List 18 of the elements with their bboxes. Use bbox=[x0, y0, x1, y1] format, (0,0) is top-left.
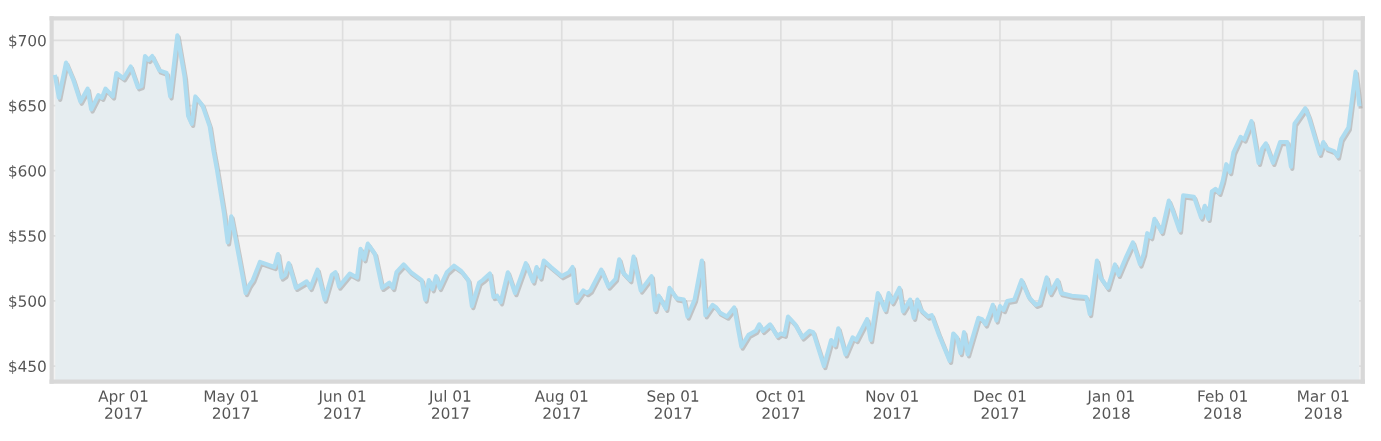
x-tick-label: Oct 01 2017 bbox=[756, 390, 805, 419]
y-tick-label: $700 bbox=[9, 34, 46, 49]
x-tick-label: Jul 01 2017 bbox=[428, 390, 471, 419]
y-tick-label: $550 bbox=[9, 230, 46, 244]
x-tick-label: Aug 01 2017 bbox=[534, 390, 588, 419]
y-tick-label: $600 bbox=[9, 164, 46, 179]
x-tick-label: Jun 01 2017 bbox=[317, 390, 366, 419]
y-tick-label: $450 bbox=[9, 360, 46, 375]
x-tick-label: Dec 01 2017 bbox=[974, 390, 1026, 419]
x-tick-label: Sep 01 2017 bbox=[647, 390, 699, 419]
x-tick-label: May 01 2017 bbox=[204, 390, 258, 419]
y-tick-label: $650 bbox=[9, 99, 46, 114]
x-tick-label: Feb 01 2018 bbox=[1198, 390, 1247, 419]
x-tick-label: Nov 01 2017 bbox=[866, 390, 918, 419]
x-tick-label: Mar 01 2018 bbox=[1298, 390, 1349, 419]
x-tick-label: Jan 01 2018 bbox=[1086, 390, 1134, 419]
x-tick-label: Apr 01 2017 bbox=[98, 390, 148, 419]
y-tick-label: $500 bbox=[9, 295, 46, 309]
